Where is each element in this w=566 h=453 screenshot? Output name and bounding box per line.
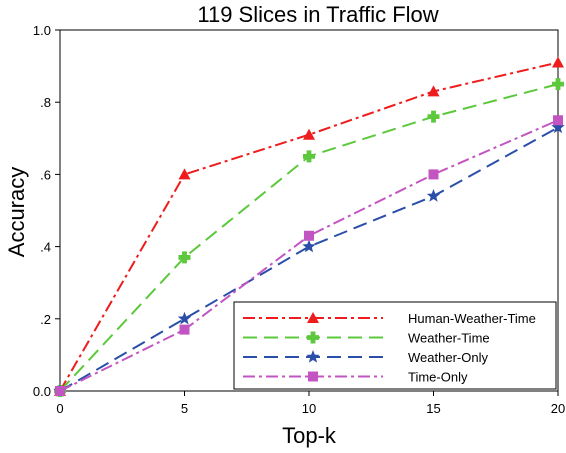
y-tick-label: .8 (40, 95, 51, 110)
y-tick-label: 1.0 (33, 23, 51, 38)
data-point (303, 150, 315, 163)
series-line (59, 126, 559, 392)
data-point (553, 115, 563, 126)
series-layer (53, 56, 565, 397)
legend-item: Weather-Time (243, 331, 490, 346)
legend-item: Weather-Only (243, 350, 488, 365)
legend-label: Time-Only (408, 370, 468, 385)
chart-title: 119 Slices in Traffic Flow (197, 2, 438, 27)
x-axis: 0 5 10 15 20 (56, 391, 565, 416)
legend-item: Time-Only (243, 370, 468, 385)
data-point (55, 386, 65, 396)
y-tick-label: .2 (40, 312, 51, 327)
legend-label: Weather-Only (408, 350, 488, 365)
legend-marker (307, 331, 319, 344)
data-point (178, 168, 191, 180)
data-point (304, 230, 314, 241)
legend-label: Weather-Time (408, 331, 490, 346)
data-point (427, 110, 440, 123)
y-tick-label: .4 (40, 240, 51, 255)
series-time-only (55, 115, 563, 396)
y-tick-label: 0.0 (33, 384, 51, 399)
data-point (551, 120, 565, 134)
y-tick-label: .6 (40, 167, 51, 182)
data-point (426, 189, 441, 202)
legend-label: Human-Weather-Time (408, 311, 536, 326)
data-point (303, 128, 315, 140)
data-point (552, 56, 564, 68)
legend: Human-Weather-Time Weather-Time Weather-On… (233, 301, 557, 390)
data-point (177, 311, 192, 325)
legend-marker (307, 312, 319, 323)
legend-box (233, 301, 557, 390)
x-tick-label: 5 (181, 401, 188, 416)
data-point (302, 239, 316, 253)
data-point (428, 169, 439, 180)
x-tick-label: 20 (551, 401, 565, 416)
legend-item: Human-Weather-Time (243, 311, 536, 326)
legend-marker (308, 371, 318, 382)
y-axis-label: Accuracy (4, 167, 29, 257)
x-tick-label: 10 (302, 401, 316, 416)
x-axis-label: Top-k (282, 423, 337, 448)
data-point (552, 78, 564, 91)
y-axis: 0.0 .2 .4 .6 .8 1.0 (33, 23, 60, 399)
series-line (59, 61, 559, 392)
data-point (178, 251, 191, 264)
data-point (179, 324, 190, 335)
legend-marker (306, 350, 320, 363)
x-tick-label: 0 (56, 401, 63, 416)
data-point (427, 85, 440, 97)
x-tick-label: 15 (426, 401, 440, 416)
